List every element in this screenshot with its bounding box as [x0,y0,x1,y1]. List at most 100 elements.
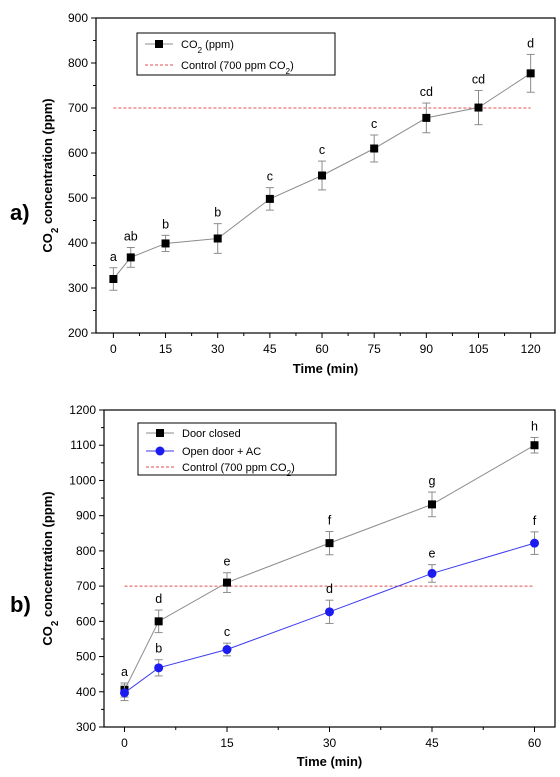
legend-marker-square [155,40,163,48]
legend-entry-control: Control (700 ppm CO2) [181,60,294,76]
data-point-circle [222,645,232,655]
significance-label: c [267,170,273,184]
data-point-square [370,144,379,153]
y-tick-label: 800 [76,544,96,558]
legend-entry: Open door + AC [182,446,261,458]
x-tick-label: 60 [315,342,329,356]
legend-entry-main: CO [181,39,198,51]
y-tick-label: 1200 [69,403,96,417]
y-tick-label: 600 [76,614,96,628]
x-tick-label: 60 [528,736,542,750]
series-line-2 [124,542,535,694]
y-axis-title: CO2 concentration (ppm) [40,98,61,252]
significance-label: cd [420,85,433,99]
series-line-1 [112,72,531,280]
data-point-circle [120,688,129,698]
significance-label: f [328,514,332,528]
data-point-square [161,239,170,248]
y-axis-title-main: CO [40,626,55,646]
y-tick-label: 800 [68,56,88,70]
data-point-square [530,441,539,450]
y-tick-label: 500 [68,191,88,205]
y-tick-label: 700 [76,579,96,593]
significance-label: a [121,665,128,679]
significance-label: ab [124,230,138,244]
significance-label: f [533,514,537,528]
significance-label: c [319,143,325,157]
significance-label: b [214,206,221,220]
x-tick-label: 90 [420,342,434,356]
data-point-circle [325,607,334,617]
data-point-square [223,578,231,587]
significance-label: d [155,592,162,606]
x-tick-label: 0 [110,342,117,356]
data-point-square [318,171,327,180]
data-point-circle [154,663,164,673]
data-point-square [325,539,334,548]
legend-entry: CO2 (ppm) [181,39,234,55]
significance-label: a [110,250,117,264]
significance-label: d [527,36,534,50]
legend-box [136,32,336,76]
y-tick-label: 300 [76,720,96,734]
y-axis-title-subscript: 2 [50,227,61,233]
data-point-square [422,113,431,122]
panel-label: a) [10,200,30,225]
y-tick-label: 500 [76,650,96,664]
legend-entry-control-main: Control (700 ppm CO [181,60,286,72]
data-point-square [213,234,222,243]
x-tick-label: 75 [368,342,382,356]
x-tick-label: 30 [323,736,337,750]
legend-entry-control-rest: ) [291,462,295,474]
data-point-square [428,500,436,509]
data-point-square [126,253,135,262]
x-axis-title: Time (min) [293,361,359,376]
x-tick-label: 120 [521,342,541,356]
y-tick-label: 200 [68,326,88,340]
x-tick-label: 15 [220,736,234,750]
panel-label: b) [10,592,31,617]
y-tick-label: 400 [76,685,96,699]
y-axis-title-rest: concentration (ppm) [40,98,55,227]
data-point-square [154,617,163,626]
y-axis-title-main: CO [40,233,55,253]
legend-box [137,422,337,476]
y-tick-label: 900 [76,509,96,523]
legend-entry-control: Control (700 ppm CO2) [182,462,295,478]
data-point-circle [427,568,437,578]
significance-label: e [224,555,231,569]
significance-label: d [326,582,333,596]
significance-label: b [155,642,162,656]
y-axis-title-rest: concentration (ppm) [40,491,55,620]
legend-marker-circle [155,446,165,456]
x-axis-title: Time (min) [297,754,363,769]
legend-entry-control-subscript: 2 [287,469,292,478]
x-tick-label: 45 [263,342,277,356]
x-tick-label: 105 [468,342,488,356]
legend-entry: Door closed [182,428,241,440]
legend-entry-rest: (ppm) [202,39,234,51]
significance-label: cd [472,72,485,86]
significance-label: h [531,419,538,433]
significance-label: c [224,625,230,639]
series-line-1 [124,444,535,691]
x-tick-label: 45 [425,736,439,750]
y-tick-label: 700 [68,101,88,115]
data-point-circle [530,538,539,548]
y-axis-title-subscript: 2 [50,620,61,626]
legend-marker-square [156,429,164,437]
legend-entry-control-subscript: 2 [286,67,291,76]
x-tick-label: 15 [159,342,173,356]
significance-label: c [371,117,377,131]
significance-label: e [429,547,436,561]
data-point-square [474,103,483,112]
x-tick-label: 0 [121,736,128,750]
y-tick-label: 300 [68,281,88,295]
y-tick-label: 1000 [69,473,96,487]
legend-entry-control-main: Control (700 ppm CO [182,462,287,474]
legend-entry-subscript: 2 [198,46,203,55]
legend-entry-control-rest: ) [290,60,294,72]
y-axis-title: CO2 concentration (ppm) [40,491,61,645]
